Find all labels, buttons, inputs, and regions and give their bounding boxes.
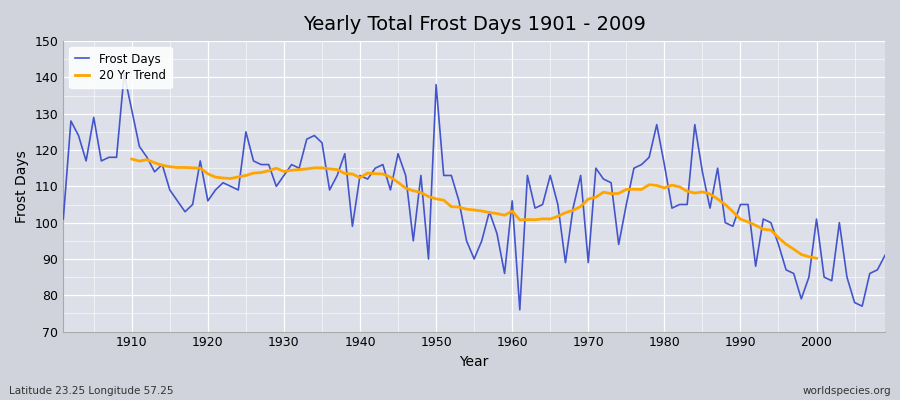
Line: 20 Yr Trend: 20 Yr Trend	[131, 159, 816, 258]
Title: Yearly Total Frost Days 1901 - 2009: Yearly Total Frost Days 1901 - 2009	[302, 15, 645, 34]
Frost Days	[293, 166, 304, 170]
Text: worldspecies.org: worldspecies.org	[803, 386, 891, 396]
Frost Days	[119, 71, 130, 76]
20 Yr Trend	[302, 166, 312, 171]
20 Yr Trend	[705, 192, 716, 196]
Line: Frost Days: Frost Days	[63, 74, 885, 310]
Legend: Frost Days, 20 Yr Trend: Frost Days, 20 Yr Trend	[69, 47, 172, 88]
Text: Latitude 23.25 Longitude 57.25: Latitude 23.25 Longitude 57.25	[9, 386, 174, 396]
Frost Days	[613, 242, 624, 247]
X-axis label: Year: Year	[460, 355, 489, 369]
Frost Days	[58, 217, 68, 222]
20 Yr Trend	[796, 252, 806, 257]
Frost Days	[126, 108, 137, 112]
Frost Days	[879, 253, 890, 258]
20 Yr Trend	[210, 175, 220, 180]
20 Yr Trend	[811, 256, 822, 261]
Frost Days	[507, 198, 517, 203]
Frost Days	[515, 307, 526, 312]
20 Yr Trend	[286, 168, 297, 172]
Frost Days	[522, 173, 533, 178]
Y-axis label: Frost Days: Frost Days	[15, 150, 29, 223]
20 Yr Trend	[788, 247, 799, 252]
20 Yr Trend	[126, 157, 137, 162]
Frost Days	[339, 151, 350, 156]
